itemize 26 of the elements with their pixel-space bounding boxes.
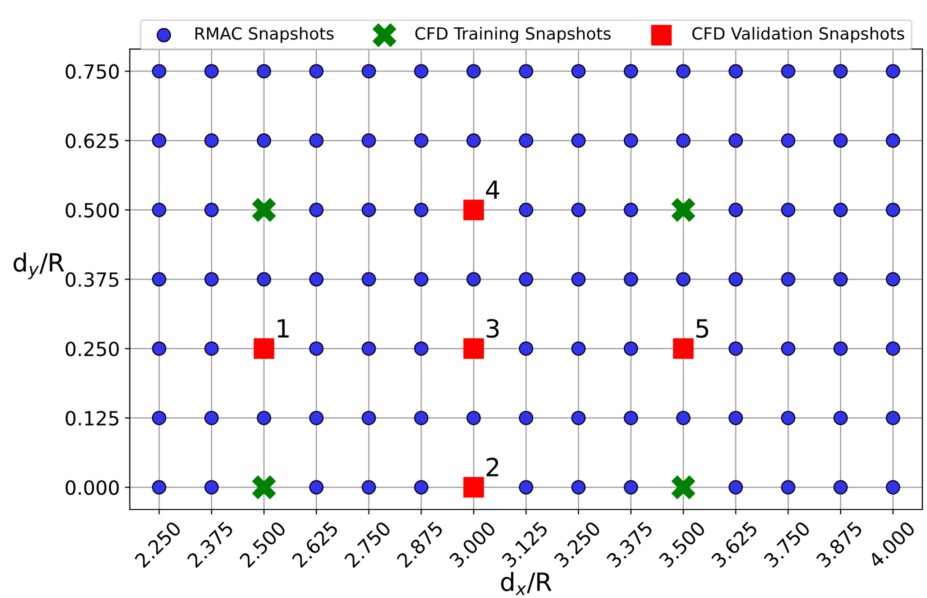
- point: [252, 198, 276, 222]
- y-tick-label: 0.250: [66, 342, 119, 356]
- legend-label: RMAC Snapshots: [195, 26, 334, 44]
- y-tick-label: 0.125: [66, 410, 118, 426]
- point: [671, 475, 696, 500]
- point: [463, 338, 484, 359]
- point: [252, 475, 276, 500]
- point: [463, 200, 484, 220]
- legend-label: CFD Training Snapshots: [415, 26, 611, 44]
- y-tick-label: 0.750: [66, 64, 119, 79]
- annotation: 3: [486, 318, 499, 338]
- point: [463, 477, 484, 498]
- legend-label: CFD Validation Snapshots: [692, 26, 904, 44]
- annotation: 5: [696, 319, 708, 338]
- y-tick-label: 0.000: [66, 480, 119, 495]
- y-tick-label: 0.625: [66, 134, 118, 148]
- point: [673, 338, 694, 359]
- y-tick-label: 0.500: [66, 202, 119, 218]
- point: [671, 198, 696, 222]
- y-axis-title: d$_{y}$/R: [14, 252, 64, 280]
- annotation: 4: [486, 180, 500, 199]
- point: [254, 338, 274, 359]
- y-tick-label: 0.375: [66, 272, 118, 287]
- annotation: 1: [278, 319, 289, 338]
- annotation: 2: [486, 458, 498, 476]
- x-axis-title: d$_{x}$/R: [501, 572, 552, 595]
